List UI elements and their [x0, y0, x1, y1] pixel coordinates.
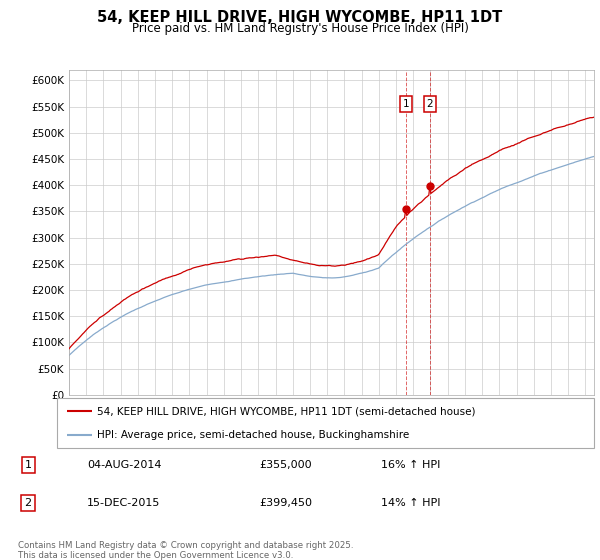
- Text: HPI: Average price, semi-detached house, Buckinghamshire: HPI: Average price, semi-detached house,…: [97, 431, 410, 440]
- Text: £399,450: £399,450: [260, 498, 313, 508]
- Text: 04-AUG-2014: 04-AUG-2014: [87, 460, 161, 470]
- Text: £355,000: £355,000: [260, 460, 313, 470]
- Text: 16% ↑ HPI: 16% ↑ HPI: [380, 460, 440, 470]
- Text: 1: 1: [25, 460, 32, 470]
- Text: 2: 2: [427, 99, 433, 109]
- Text: 2: 2: [25, 498, 32, 508]
- Text: 54, KEEP HILL DRIVE, HIGH WYCOMBE, HP11 1DT (semi-detached house): 54, KEEP HILL DRIVE, HIGH WYCOMBE, HP11 …: [97, 406, 476, 416]
- Text: 54, KEEP HILL DRIVE, HIGH WYCOMBE, HP11 1DT: 54, KEEP HILL DRIVE, HIGH WYCOMBE, HP11 …: [97, 10, 503, 25]
- Text: Contains HM Land Registry data © Crown copyright and database right 2025.
This d: Contains HM Land Registry data © Crown c…: [18, 540, 353, 560]
- Text: 15-DEC-2015: 15-DEC-2015: [87, 498, 160, 508]
- Text: 1: 1: [403, 99, 409, 109]
- Text: 14% ↑ HPI: 14% ↑ HPI: [380, 498, 440, 508]
- Text: Price paid vs. HM Land Registry's House Price Index (HPI): Price paid vs. HM Land Registry's House …: [131, 22, 469, 35]
